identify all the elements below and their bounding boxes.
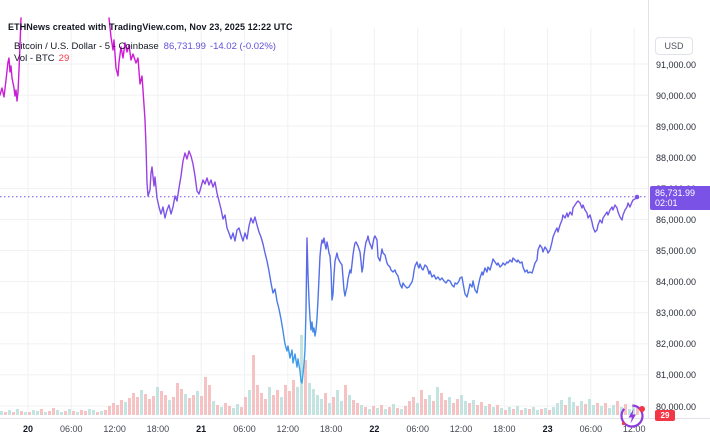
volume-bars: [0, 335, 639, 415]
volume-label: Vol - BTC: [14, 53, 55, 64]
price-tick-label: 89,000.00: [656, 121, 697, 132]
price-tick-label: 83,000.00: [656, 308, 697, 319]
time-tick-label: 18:00: [146, 424, 170, 434]
time-tick-label: 18:00: [319, 424, 343, 434]
gridlines: [0, 28, 648, 415]
symbol-title: Bitcoin / U.S. Dollar - 5 - Coinbase: [14, 41, 159, 52]
last-price-dot: [634, 194, 640, 200]
current-price-badge: 86,731.99 02:01: [650, 186, 710, 211]
price-tick-label: 80,000.00: [656, 401, 697, 412]
time-tick-label: 12:00: [449, 424, 473, 434]
volume-value: 29: [58, 53, 70, 64]
chart-canvas[interactable]: [0, 0, 648, 418]
time-tick-label: 06:00: [406, 424, 429, 434]
last-price-value: 86,731.99: [163, 41, 206, 52]
time-tick-label: 12:00: [276, 424, 300, 434]
chart-legend: Bitcoin / U.S. Dollar - 5 - Coinbase 86,7…: [14, 41, 276, 65]
time-tick-label: 18:00: [493, 424, 516, 434]
attribution-text: ETHNews created with TradingView.com, No…: [8, 22, 293, 32]
time-tick-label: 22: [369, 424, 380, 434]
currency-button[interactable]: USD: [655, 37, 693, 55]
price-tick-label: 88,000.00: [656, 152, 697, 163]
price-tick-label: 86,000.00: [656, 214, 697, 225]
price-line: [0, 17, 638, 384]
volume-axis-badge: 29: [655, 410, 675, 421]
time-tick-label: 21: [196, 424, 207, 434]
price-tick-label: 84,000.00: [656, 277, 697, 288]
price-tick-label: 82,000.00: [656, 339, 697, 350]
time-tick-label: 06:00: [233, 424, 256, 434]
legend-volume-row[interactable]: Vol - BTC 29: [14, 53, 276, 65]
time-tick-label: 12:00: [622, 424, 646, 434]
time-tick-label: 23: [542, 424, 553, 434]
current-price-badge-value: 86,731.99: [655, 188, 696, 199]
time-tick-label: 06:00: [579, 424, 603, 434]
time-scale-axis[interactable]: 20 06:00 12:00 18:00 21 06:00 12:00 18:00 22 06:0…: [0, 418, 710, 446]
price-tick-label: 85,000.00: [656, 246, 697, 257]
price-scale-axis[interactable]: USD 91,000.00 90,000.00 89,000.00 88,000.00…: [648, 0, 710, 421]
legend-symbol-row[interactable]: Bitcoin / U.S. Dollar - 5 - Coinbase 86,7…: [14, 41, 276, 53]
price-tick-label: 81,000.00: [656, 370, 697, 381]
flash-circle-watermark-icon: [620, 404, 645, 428]
time-tick-label: 20: [22, 424, 34, 434]
time-tick-label: 12:00: [103, 424, 126, 434]
price-tick-label: 91,000.00: [656, 59, 697, 70]
price-tick-label: 90,000.00: [656, 90, 697, 101]
bar-countdown: 02:01: [655, 198, 678, 209]
price-change-value: -14.02 (-0.02%): [209, 41, 276, 52]
time-tick-label: 06:00: [60, 424, 83, 434]
